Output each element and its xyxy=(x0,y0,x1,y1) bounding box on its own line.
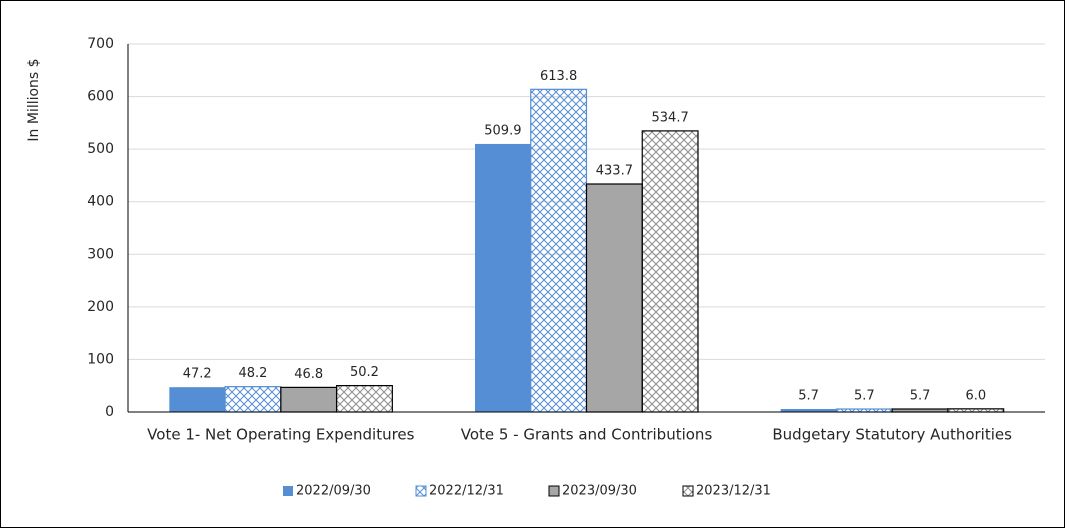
bar xyxy=(335,385,393,413)
legend-marker xyxy=(415,485,427,497)
bar xyxy=(169,387,226,412)
x-tick-label: Vote 5 - Grants and Contributions xyxy=(461,426,713,444)
data-label: 50.2 xyxy=(350,365,379,380)
bar xyxy=(224,386,282,413)
legend-label: 2023/12/31 xyxy=(696,484,771,499)
y-tick-label: 400 xyxy=(87,194,114,210)
y-tick-label: 500 xyxy=(87,141,114,157)
data-label: 46.8 xyxy=(294,367,323,382)
y-tick-label: 100 xyxy=(87,351,114,367)
bar xyxy=(530,88,588,413)
data-label: 5.7 xyxy=(910,389,931,404)
data-label: 534.7 xyxy=(652,110,689,125)
legend-label: 2022/12/31 xyxy=(429,484,504,499)
x-tick-label: Budgetary Statutory Authorities xyxy=(772,426,1012,444)
data-label: 48.2 xyxy=(238,366,267,381)
y-tick-label: 200 xyxy=(87,299,114,315)
legend-label: 2022/09/30 xyxy=(296,484,371,499)
data-label: 47.2 xyxy=(183,367,212,382)
bar xyxy=(475,143,531,412)
legend-marker xyxy=(682,485,694,497)
bar xyxy=(585,183,643,413)
legend-label: 2023/09/30 xyxy=(562,484,637,499)
data-label: 433.7 xyxy=(596,163,633,178)
data-label: 6.0 xyxy=(965,388,986,403)
bar xyxy=(280,386,338,413)
x-tick-label: Vote 1- Net Operating Expenditures xyxy=(147,426,414,444)
data-label: 5.7 xyxy=(798,389,819,404)
data-label: 509.9 xyxy=(484,123,521,138)
data-label: 613.8 xyxy=(540,69,577,84)
legend-marker xyxy=(283,486,293,496)
y-axis-label: In Millions $ xyxy=(26,58,42,141)
y-tick-label: 0 xyxy=(105,404,114,420)
y-tick-label: 300 xyxy=(87,246,114,262)
y-tick-label: 700 xyxy=(87,36,114,52)
y-tick-label: 600 xyxy=(87,89,114,105)
bar xyxy=(641,130,699,413)
data-label: 5.7 xyxy=(854,389,875,404)
legend-marker xyxy=(548,485,560,497)
bar xyxy=(780,409,837,412)
